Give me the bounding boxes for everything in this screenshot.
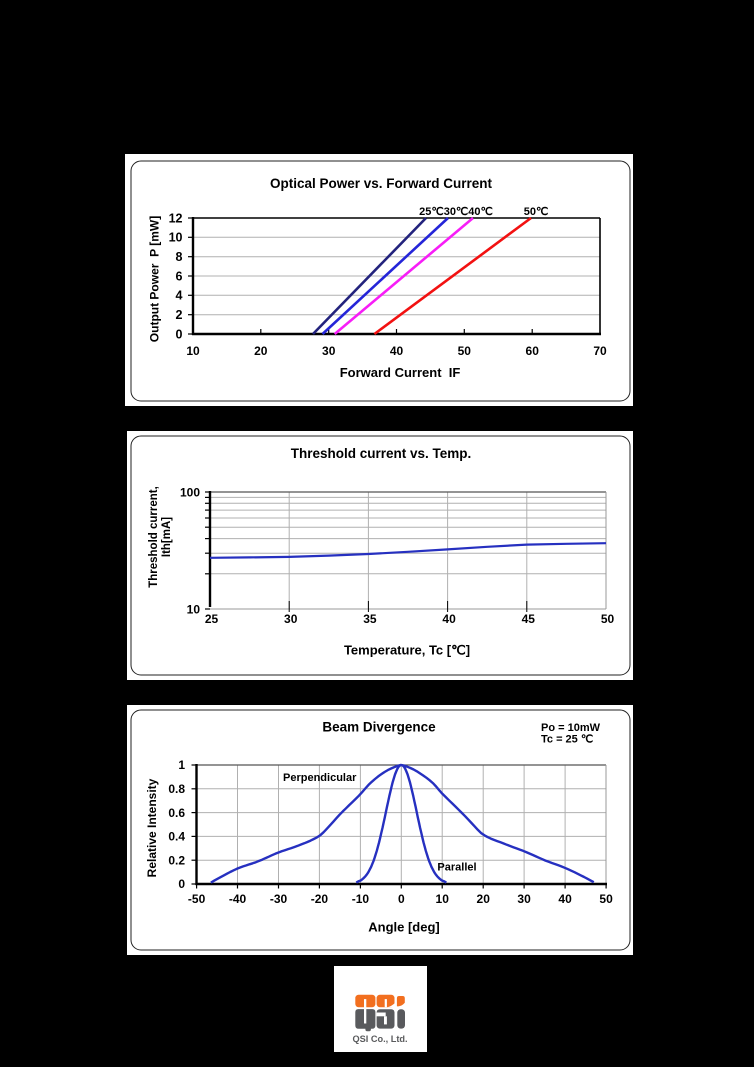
svg-text:QSI Co., Ltd.: QSI Co., Ltd. (352, 1034, 407, 1044)
svg-text:25℃30℃40℃: 25℃30℃40℃ (419, 206, 493, 218)
svg-text:10: 10 (187, 603, 201, 617)
svg-text:Perpendicular: Perpendicular (283, 772, 357, 784)
svg-text:30: 30 (517, 892, 531, 906)
svg-text:8: 8 (176, 250, 183, 264)
svg-text:10: 10 (186, 344, 200, 358)
svg-text:50: 50 (601, 612, 615, 626)
svg-text:0.8: 0.8 (168, 782, 185, 796)
svg-text:-30: -30 (270, 892, 288, 906)
svg-text:10: 10 (436, 892, 450, 906)
svg-text:Po = 10mW: Po = 10mW (541, 722, 601, 734)
svg-text:30: 30 (284, 612, 298, 626)
svg-text:4: 4 (176, 289, 183, 303)
svg-text:Threshold current vs. Temp.: Threshold current vs. Temp. (291, 446, 472, 461)
svg-text:Output Power P [mW]: Output Power P [mW] (148, 216, 162, 342)
svg-text:0: 0 (176, 327, 183, 341)
svg-text:0: 0 (178, 877, 185, 891)
svg-text:Angle [deg]: Angle [deg] (368, 920, 440, 935)
svg-text:Tc = 25 ℃: Tc = 25 ℃ (541, 734, 593, 746)
svg-text:40: 40 (558, 892, 572, 906)
svg-text:30: 30 (322, 344, 336, 358)
svg-text:25: 25 (205, 612, 219, 626)
svg-text:Beam Divergence: Beam Divergence (322, 720, 436, 735)
svg-text:-10: -10 (352, 892, 370, 906)
svg-text:40: 40 (442, 612, 456, 626)
svg-text:0: 0 (398, 892, 405, 906)
svg-text:50: 50 (458, 344, 472, 358)
svg-text:50℃: 50℃ (524, 206, 549, 218)
svg-text:10: 10 (169, 231, 183, 245)
svg-text:Forward Current IF: Forward Current IF (340, 365, 461, 380)
svg-text:Optical Power vs. Forward Curr: Optical Power vs. Forward Current (270, 176, 493, 191)
svg-text:0.2: 0.2 (168, 853, 185, 867)
svg-text:6: 6 (176, 269, 183, 283)
svg-text:20: 20 (477, 892, 491, 906)
svg-text:Temperature, Tc [℃]: Temperature, Tc [℃] (344, 643, 470, 658)
svg-text:70: 70 (593, 344, 607, 358)
svg-text:Parallel: Parallel (437, 862, 476, 874)
svg-text:40: 40 (390, 344, 404, 358)
svg-text:50: 50 (599, 892, 613, 906)
svg-text:100: 100 (180, 486, 200, 500)
svg-text:0.6: 0.6 (168, 806, 185, 820)
svg-text:Ith[mA]: Ith[mA] (161, 517, 173, 557)
svg-text:60: 60 (526, 344, 540, 358)
svg-text:-40: -40 (229, 892, 247, 906)
svg-text:1: 1 (178, 758, 185, 772)
svg-text:0.4: 0.4 (168, 830, 185, 844)
svg-text:35: 35 (363, 612, 377, 626)
svg-text:-50: -50 (188, 892, 206, 906)
svg-text:45: 45 (522, 612, 536, 626)
svg-text:2: 2 (176, 308, 183, 322)
svg-text:12: 12 (169, 211, 183, 225)
svg-text:-20: -20 (311, 892, 329, 906)
svg-text:20: 20 (254, 344, 268, 358)
svg-text:Relative Intensity: Relative Intensity (145, 778, 159, 877)
svg-text:Threshold current,: Threshold current, (148, 486, 160, 588)
